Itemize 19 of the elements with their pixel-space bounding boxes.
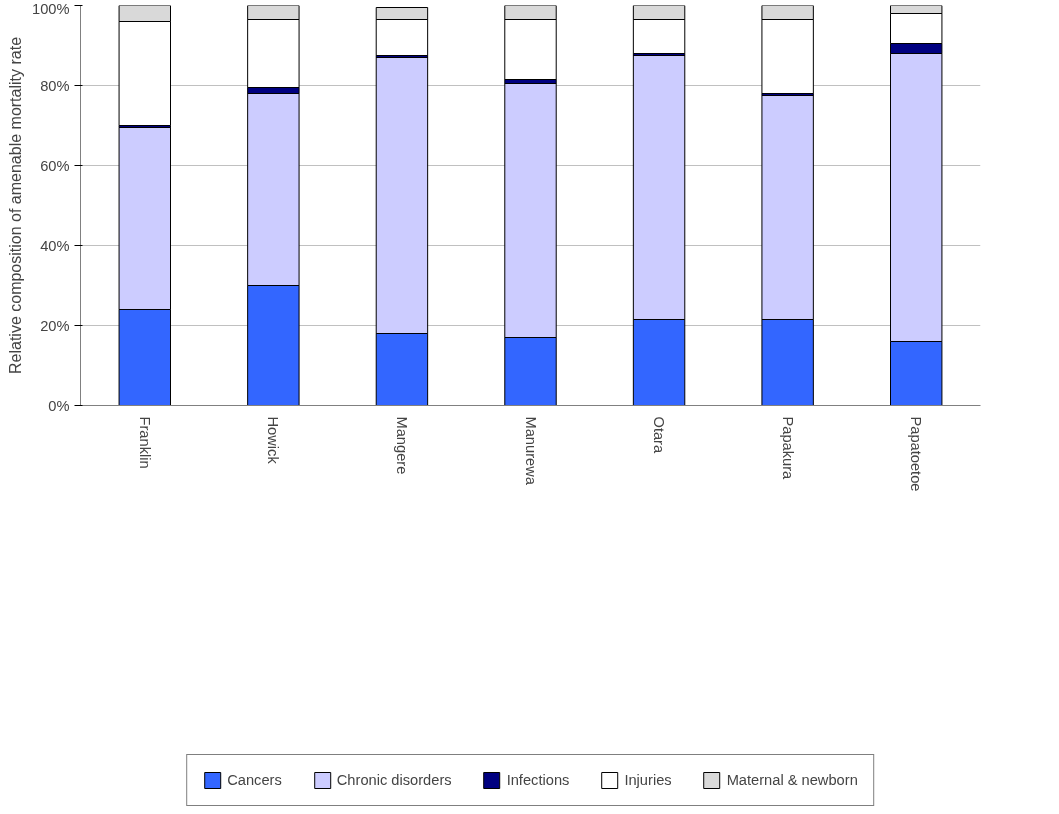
- x-tick-label: Papakura: [779, 416, 796, 481]
- x-tick-label: Papatoetoe: [908, 416, 925, 492]
- y-axis-title: Relative composition of amenable mortality rate: [7, 36, 25, 375]
- legend-label: Injuries: [624, 772, 672, 788]
- y-tick-label: 0%: [48, 397, 70, 414]
- y-tick-label: 100%: [32, 0, 70, 17]
- legend-label: Maternal & newborn: [726, 772, 858, 788]
- x-tick-label: Manurewa: [522, 416, 539, 486]
- y-tick-label: 80%: [40, 77, 70, 94]
- x-tick-label: Franklin: [136, 416, 153, 469]
- legend-label: Cancers: [227, 772, 282, 788]
- legend-label: Chronic disorders: [336, 772, 452, 788]
- y-tick-label: 40%: [40, 237, 70, 254]
- x-tick-label: Mangere: [393, 416, 410, 475]
- x-tick-label: Otara: [651, 416, 668, 454]
- y-tick-label: 60%: [40, 157, 70, 174]
- y-tick-label: 20%: [40, 317, 70, 334]
- x-tick-label: Howick: [265, 416, 282, 465]
- legend-label: Infections: [506, 772, 570, 788]
